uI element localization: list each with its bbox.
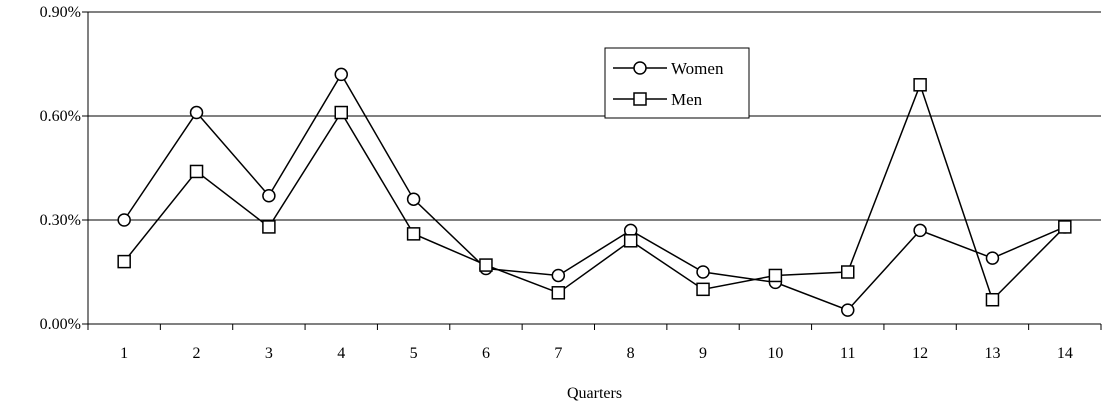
data-point-men [623, 234, 638, 248]
data-point-men [479, 258, 493, 272]
data-point-women [189, 105, 204, 120]
data-point-women [334, 67, 348, 82]
data-point-men [551, 286, 566, 300]
series-men [117, 78, 1072, 307]
x-tick-label: 2 [193, 345, 201, 362]
series-group [117, 67, 1072, 317]
legend-marker-women [633, 61, 647, 75]
data-point-men [913, 78, 927, 92]
data-point-women [262, 188, 276, 203]
x-tick-label: 8 [627, 345, 635, 362]
legend-marker-men [633, 92, 647, 106]
gridlines [88, 11, 1101, 221]
x-tick-label: 10 [767, 345, 783, 362]
data-point-men [696, 282, 710, 297]
x-tick-label: 12 [912, 345, 928, 362]
x-tick-label: 14 [1057, 345, 1073, 362]
x-tick-label: 3 [265, 345, 273, 362]
series-line-women [123, 72, 1066, 312]
y-axis-ticks: 0.00% 0.30% 0.60% 0.90% [40, 4, 88, 333]
data-point-women [406, 192, 421, 206]
axes [87, 12, 1101, 325]
data-point-women [551, 268, 566, 283]
legend-label-women: Women [671, 59, 724, 78]
legend-box [604, 47, 750, 119]
x-axis-ticks: 1 2 3 4 5 6 7 8 9 10 11 12 13 14 [87, 324, 1102, 362]
data-point-women [841, 303, 855, 317]
x-tick-label: 5 [410, 345, 418, 362]
data-point-men [262, 220, 276, 234]
y-tick-label: 0.60% [40, 108, 81, 125]
x-tick-label: 7 [554, 345, 562, 362]
data-point-men [117, 254, 131, 269]
data-point-women [913, 223, 927, 238]
data-point-men [334, 105, 348, 120]
y-tick-label: 0.30% [40, 212, 81, 229]
data-point-women [985, 251, 1000, 265]
data-point-women [696, 265, 710, 279]
y-tick-label: 0.00% [40, 316, 81, 333]
x-axis-title: Quarters [567, 385, 622, 402]
data-point-men [1058, 220, 1072, 234]
legend-item-women: Women [613, 59, 724, 78]
x-tick-label: 9 [699, 345, 707, 362]
data-point-men [406, 227, 421, 241]
legend-item-men: Men [613, 90, 703, 109]
y-tick-label: 0.90% [40, 4, 81, 21]
x-tick-label: 1 [120, 345, 128, 362]
x-tick-label: 11 [840, 345, 855, 362]
data-point-men [189, 164, 204, 179]
legend-label-men: Men [671, 90, 703, 109]
series-women [117, 67, 1072, 317]
data-point-men [841, 265, 855, 279]
legend: Women Men [604, 47, 750, 119]
data-point-women [117, 213, 131, 227]
data-point-men [985, 292, 1000, 307]
x-tick-label: 13 [984, 345, 1000, 362]
series-line-men [123, 82, 1066, 302]
data-point-men [768, 268, 783, 283]
x-tick-label: 4 [337, 345, 345, 362]
x-tick-label: 6 [482, 345, 490, 362]
